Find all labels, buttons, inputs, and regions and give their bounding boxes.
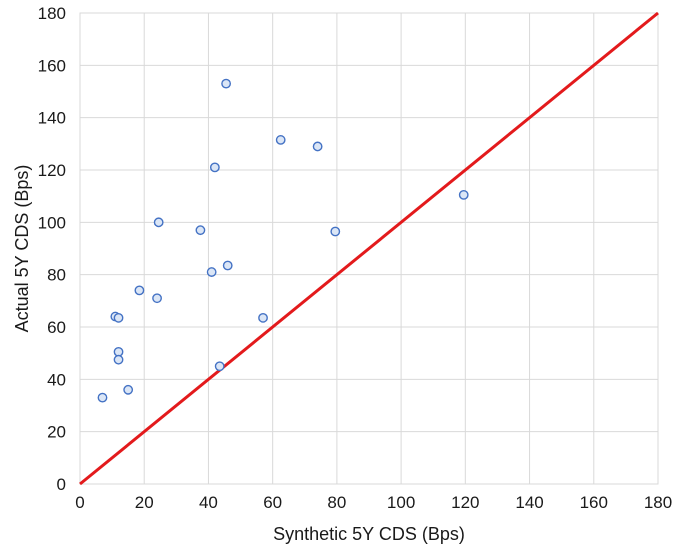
data-point <box>195 225 206 236</box>
data-point <box>152 293 162 304</box>
y-tick-label: 100 <box>38 213 66 232</box>
y-tick-label: 40 <box>47 370 66 389</box>
data-point <box>258 312 268 323</box>
plot-area <box>79 12 659 485</box>
data-point <box>113 312 124 323</box>
y-axis-ticks: 0 20 40 60 80 100 120 140 160 180 <box>38 4 66 494</box>
y-tick-label: 80 <box>47 266 66 285</box>
data-point <box>222 260 233 271</box>
reference-line <box>79 11 659 486</box>
data-point <box>134 285 145 296</box>
data-point <box>214 361 225 372</box>
x-tick-label: 0 <box>75 493 84 512</box>
x-tick-label: 160 <box>580 493 608 512</box>
data-point <box>221 78 232 89</box>
data-point <box>97 392 108 403</box>
y-tick-label: 180 <box>38 4 66 23</box>
data-point <box>153 217 164 228</box>
y-axis-title: Actual 5Y CDS (Bps) <box>12 165 32 333</box>
data-points <box>97 78 469 403</box>
x-tick-label: 140 <box>515 493 543 512</box>
data-point <box>206 267 217 277</box>
y-tick-label: 160 <box>38 56 66 75</box>
y-tick-label: 20 <box>47 423 66 442</box>
x-axis-ticks: 0 20 40 60 80 100 120 140 160 180 <box>75 493 672 512</box>
y-tick-label: 60 <box>47 318 66 337</box>
x-tick-label: 20 <box>135 493 154 512</box>
data-point <box>312 141 323 152</box>
x-tick-label: 180 <box>644 493 672 512</box>
x-tick-label: 120 <box>451 493 479 512</box>
y-tick-label: 120 <box>38 161 66 180</box>
data-point <box>123 384 134 395</box>
x-tick-label: 80 <box>327 493 346 512</box>
x-tick-label: 40 <box>199 493 218 512</box>
data-point <box>330 226 341 237</box>
reference-line-group <box>79 11 659 486</box>
data-point <box>458 189 469 200</box>
data-point <box>275 135 286 145</box>
x-axis-title: Synthetic 5Y CDS (Bps) <box>273 524 465 544</box>
data-point <box>209 162 220 173</box>
y-tick-label: 140 <box>38 109 66 128</box>
data-point <box>113 346 124 357</box>
x-tick-label: 60 <box>263 493 282 512</box>
y-tick-label: 0 <box>57 475 66 494</box>
x-tick-label: 100 <box>387 493 415 512</box>
data-point <box>113 354 124 365</box>
